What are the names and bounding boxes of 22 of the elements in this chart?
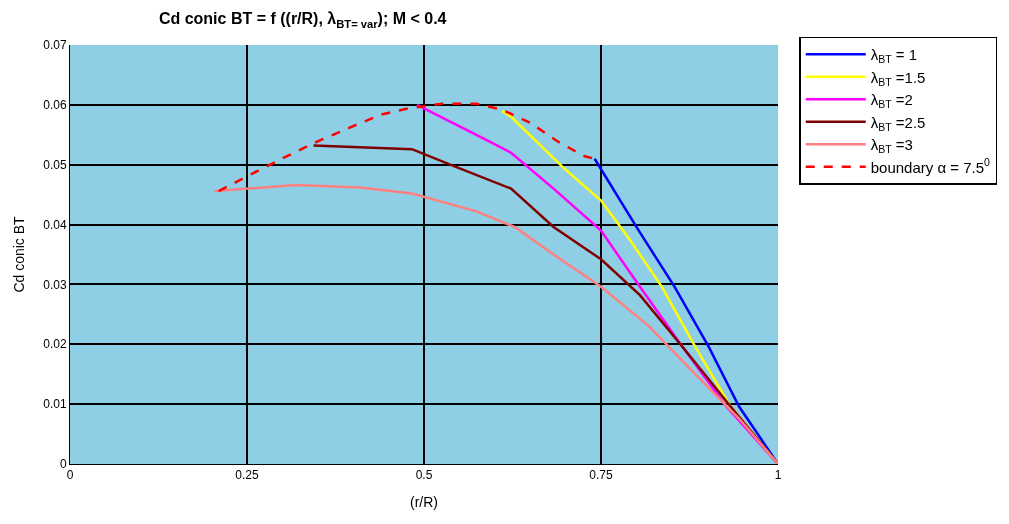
y-tick-label: 0.05 bbox=[43, 157, 67, 172]
legend-label: λ$_{BT}$ =1.5 bbox=[870, 68, 926, 88]
legend-label: λ$_{BT}$ =2 bbox=[870, 91, 913, 111]
x-tick-label: 0.5 bbox=[415, 468, 433, 483]
y-tick-label: 0.02 bbox=[43, 337, 67, 352]
y-tick-label: 0.01 bbox=[43, 397, 67, 412]
x-tick-label: 1 bbox=[774, 468, 782, 483]
x-tick-label: 0.75 bbox=[589, 468, 613, 483]
y-tick-label: 0.04 bbox=[43, 217, 67, 232]
legend-label: boundary α = 7.5$^{0}$ bbox=[870, 156, 991, 176]
line-series bbox=[213, 183, 778, 464]
y-tick-label: 0 bbox=[59, 457, 67, 472]
y-axis-title: Cd conic BT bbox=[10, 215, 27, 293]
y-tick-label: 0.07 bbox=[43, 38, 67, 53]
legend-label: λ$_{BT}$ =3 bbox=[870, 136, 913, 156]
chart-title: Cd conic BT = f ((r/R), λ$_{BT= var}$); M < 0.4 bbox=[158, 10, 447, 30]
y-tick-label: 0.03 bbox=[43, 277, 67, 292]
x-axis-title: (r/R) bbox=[410, 493, 438, 510]
legend-label: λ$_{BT}$ =2.5 bbox=[870, 113, 926, 133]
y-tick-label: 0.06 bbox=[43, 98, 67, 113]
legend-label: λ$_{BT}$ = 1 bbox=[870, 46, 918, 66]
x-tick-label: 0.25 bbox=[235, 468, 259, 483]
